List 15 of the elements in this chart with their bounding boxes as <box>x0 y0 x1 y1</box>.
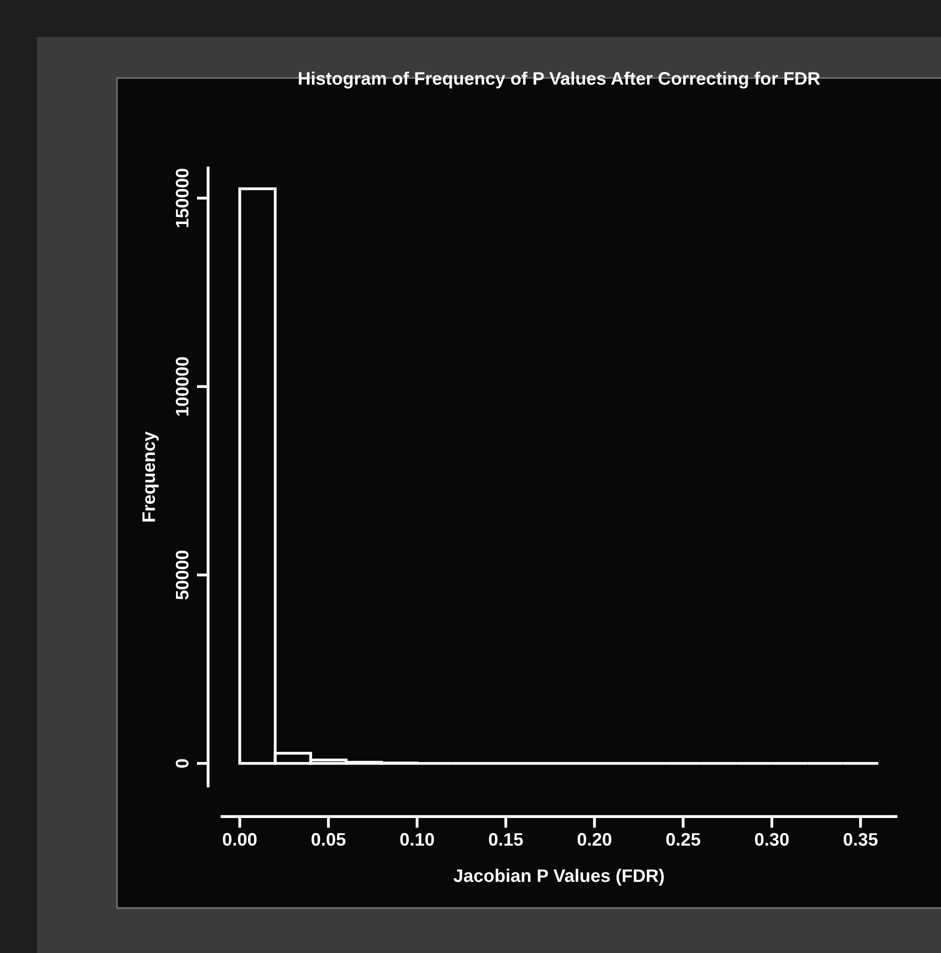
x-axis-title: Jacobian P Values (FDR) <box>454 868 664 886</box>
chart-title: Histogram of Frequency of P Values After Correcting for FDR <box>298 72 820 88</box>
y-tick-label: 50000 <box>176 550 189 600</box>
x-tick-label: 0.15 <box>488 833 523 846</box>
y-axis-title: Frequency <box>142 431 159 522</box>
x-tick-label: 0.20 <box>578 833 612 846</box>
y-tick-label: 150000 <box>176 168 189 228</box>
x-tick-label: 0.00 <box>222 833 257 846</box>
x-tick-label: 0.30 <box>754 833 789 846</box>
x-tick-label: 0.25 <box>666 833 700 846</box>
x-tick-label: 0.05 <box>312 833 346 846</box>
x-tick-label: 0.35 <box>844 833 878 846</box>
x-tick-label: 0.10 <box>400 833 434 846</box>
y-tick-label: 0 <box>176 759 189 768</box>
y-tick-label: 100000 <box>176 357 189 416</box>
